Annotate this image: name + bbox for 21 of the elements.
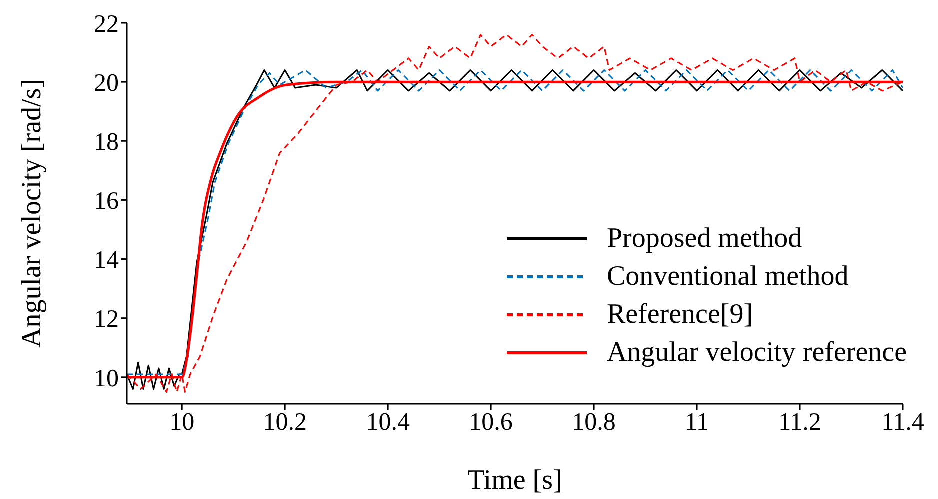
x-tick-label: 11.2 (778, 408, 822, 436)
x-tick-label: 10.8 (572, 408, 616, 436)
x-tick-label: 10 (170, 408, 195, 436)
y-axis-title: Angular velocity [rad/s] (16, 78, 48, 348)
legend-label: Conventional method (606, 260, 849, 294)
x-tick-label: 11 (684, 408, 710, 436)
x-tick-label: 11.4 (882, 408, 925, 436)
x-tick-label: 10.6 (469, 408, 513, 436)
y-tick-label: 22 (94, 10, 119, 38)
y-tick-label: 20 (94, 70, 119, 97)
x-tick-label: 10.2 (263, 408, 307, 436)
y-tick-label: 14 (94, 247, 120, 274)
legend-label: Proposed method (606, 222, 802, 256)
y-tick-label: 18 (94, 129, 119, 156)
x-tick-label: 10.4 (366, 408, 410, 436)
y-tick-label: 16 (94, 188, 119, 216)
legend-label: Reference[9] (606, 298, 754, 332)
legend-label: Angular velocity reference (606, 336, 907, 370)
y-tick-label: 10 (94, 365, 119, 392)
y-tick-label: 12 (94, 306, 119, 334)
x-axis-title: Time [s] (468, 465, 562, 496)
